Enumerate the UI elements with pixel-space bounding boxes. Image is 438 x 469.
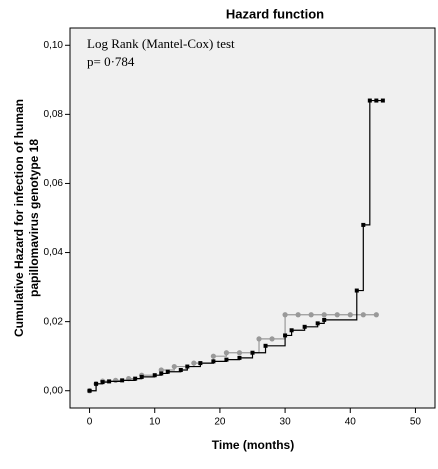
marker bbox=[289, 328, 294, 333]
marker bbox=[224, 357, 229, 362]
marker bbox=[94, 381, 99, 386]
marker bbox=[361, 222, 366, 227]
marker bbox=[308, 312, 314, 318]
y-tick-label: 0,08 bbox=[44, 109, 64, 120]
marker bbox=[113, 377, 119, 383]
chart-title: Hazard function bbox=[226, 6, 324, 21]
y-tick-label: 0,02 bbox=[44, 316, 64, 327]
marker bbox=[315, 321, 320, 326]
y-tick-label: 0,04 bbox=[44, 247, 64, 258]
marker bbox=[120, 378, 125, 383]
annotation: p= 0·784 bbox=[87, 54, 135, 69]
marker bbox=[282, 312, 288, 318]
marker bbox=[210, 353, 216, 359]
marker bbox=[322, 317, 327, 322]
marker bbox=[360, 312, 366, 318]
marker bbox=[159, 371, 164, 376]
marker bbox=[269, 336, 275, 342]
marker bbox=[256, 336, 262, 342]
marker bbox=[236, 350, 243, 356]
y-tick-label: 0,06 bbox=[44, 178, 64, 189]
x-tick-label: 40 bbox=[345, 417, 357, 428]
marker bbox=[158, 367, 164, 373]
marker bbox=[191, 360, 197, 366]
marker bbox=[263, 343, 268, 348]
marker bbox=[374, 98, 379, 103]
marker bbox=[100, 380, 105, 385]
marker bbox=[250, 350, 255, 355]
marker bbox=[198, 361, 203, 366]
marker bbox=[380, 98, 385, 103]
marker bbox=[373, 312, 379, 318]
marker bbox=[171, 363, 177, 370]
x-tick-label: 30 bbox=[280, 417, 292, 428]
marker bbox=[354, 288, 359, 293]
marker bbox=[283, 333, 288, 338]
y-tick-label: 0,00 bbox=[44, 385, 64, 396]
marker bbox=[139, 374, 144, 379]
x-tick-label: 10 bbox=[149, 417, 161, 428]
marker bbox=[367, 98, 372, 103]
marker bbox=[347, 312, 353, 318]
y-axis-label: papillomavirus genotype 18 bbox=[27, 139, 41, 297]
x-axis-label: Time (months) bbox=[212, 438, 294, 452]
marker bbox=[223, 350, 230, 356]
marker bbox=[211, 359, 216, 364]
marker bbox=[87, 388, 92, 393]
x-tick-label: 50 bbox=[410, 417, 422, 428]
y-tick-label: 0,10 bbox=[44, 40, 64, 51]
marker bbox=[107, 379, 112, 384]
marker bbox=[321, 312, 327, 318]
marker bbox=[185, 364, 190, 369]
marker bbox=[295, 312, 301, 318]
marker bbox=[237, 355, 242, 360]
marker bbox=[302, 324, 307, 329]
marker bbox=[165, 369, 170, 374]
plot-area bbox=[69, 27, 436, 409]
y-axis-label: Cumulative Hazard for infection of human bbox=[12, 99, 26, 337]
marker bbox=[152, 373, 157, 378]
marker bbox=[334, 312, 340, 318]
marker bbox=[178, 368, 183, 372]
annotation: Log Rank (Mantel-Cox) test bbox=[87, 36, 235, 51]
x-tick-label: 0 bbox=[87, 417, 93, 428]
x-tick-label: 20 bbox=[214, 417, 226, 428]
marker bbox=[133, 376, 138, 381]
